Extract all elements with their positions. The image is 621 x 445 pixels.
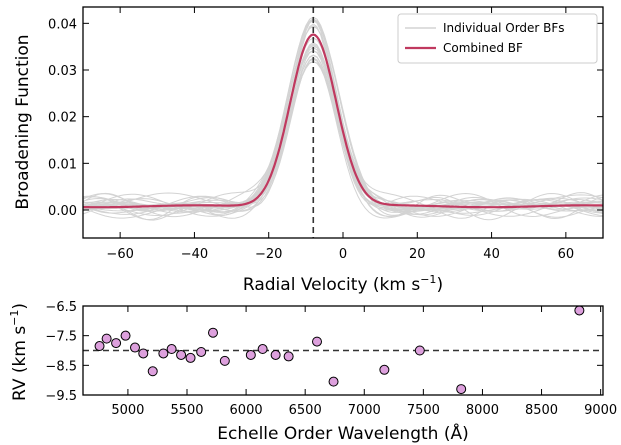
combined-bf-line xyxy=(83,33,604,209)
rv-point xyxy=(138,348,149,359)
y-tick-label: −8.5 xyxy=(45,359,77,374)
rv-point xyxy=(166,344,177,355)
x-tick-label: −20 xyxy=(255,247,282,262)
x-tick-label: 6000 xyxy=(230,403,263,418)
rv-scatter-panel: 5000 5500 6000 6500 7000 7500 8000 8500 9000 −9.… xyxy=(8,300,617,444)
y-tick-label: 0.03 xyxy=(48,64,77,79)
individual-order-lines xyxy=(82,16,604,221)
x-tick-label: 5500 xyxy=(170,403,203,418)
rv-point xyxy=(94,341,105,352)
x-tick-label: 60 xyxy=(558,247,575,262)
individual-order-bf-line xyxy=(82,54,604,221)
rv-point xyxy=(414,345,425,356)
y-tick-label: 0.02 xyxy=(48,111,77,126)
legend-label-individual: Individual Order BFs xyxy=(443,21,565,35)
rv-point xyxy=(283,351,294,362)
rv-point xyxy=(176,349,187,360)
x-tick-label: 40 xyxy=(483,247,500,262)
x-tick-label: −60 xyxy=(106,247,133,262)
rv-point xyxy=(196,346,207,357)
y-tick-label: 0.01 xyxy=(48,157,77,172)
broadening-function-panel: −60 −40 −20 0 20 40 60 0.00 0.01 0.02 0.03 0.04 In… xyxy=(13,6,604,295)
legend: Individual Order BFs Combined BF xyxy=(397,13,598,64)
legend-box xyxy=(397,13,598,64)
top-y-axis-title: Broadening Function xyxy=(13,34,33,209)
rv-point xyxy=(312,336,322,347)
rv-point xyxy=(219,355,230,366)
top-x-axis-title-sup: −1 xyxy=(420,273,436,286)
rv-point xyxy=(456,384,467,395)
rv-point xyxy=(147,366,158,377)
top-x-axis-title-close: ) xyxy=(436,275,443,295)
top-x-axis-title-main: Radial Velocity (km s xyxy=(243,275,420,295)
rv-point xyxy=(208,327,218,338)
rv-point xyxy=(185,352,196,363)
x-tick-label: 8000 xyxy=(466,403,499,418)
rv-point xyxy=(328,376,339,387)
top-x-ticks: −60 −40 −20 0 20 40 60 xyxy=(106,7,574,262)
rv-point xyxy=(111,338,122,349)
rv-point xyxy=(270,349,281,360)
y-tick-label: −7.5 xyxy=(45,330,77,345)
bottom-y-ticks: −9.5 −8.5 −7.5 −6.5 xyxy=(45,300,603,404)
bottom-y-axis-title-close: ) xyxy=(10,303,30,310)
bottom-y-axis-title-sup: −1 xyxy=(8,310,21,326)
x-tick-label: 6500 xyxy=(289,403,322,418)
rv-point xyxy=(257,344,268,355)
rv-point xyxy=(158,348,169,359)
top-y-ticks: 0.00 0.01 0.02 0.03 0.04 xyxy=(48,17,603,219)
y-tick-label: −6.5 xyxy=(45,300,77,315)
rv-point xyxy=(101,333,112,344)
x-tick-label: 8500 xyxy=(525,403,558,418)
y-tick-label: −9.5 xyxy=(45,389,77,404)
rv-point xyxy=(120,330,131,341)
individual-order-bf-line xyxy=(82,45,604,221)
x-tick-label: 7000 xyxy=(348,403,381,418)
x-tick-label: 9000 xyxy=(584,403,617,418)
rv-points xyxy=(94,305,585,395)
y-tick-label: 0.00 xyxy=(48,204,77,219)
rv-point xyxy=(574,305,585,316)
x-tick-label: 20 xyxy=(409,247,426,262)
x-tick-label: 5000 xyxy=(111,403,144,418)
legend-label-combined: Combined BF xyxy=(443,41,523,55)
x-tick-label: −40 xyxy=(181,247,208,262)
bottom-y-axis-title: RV (km s−1) xyxy=(8,303,30,401)
y-tick-label: 0.04 xyxy=(48,17,77,32)
x-tick-label: 0 xyxy=(339,247,347,262)
bottom-x-axis-title: Echelle Order Wavelength (Å) xyxy=(217,422,469,444)
individual-order-bf-line xyxy=(82,50,604,218)
bottom-y-axis-title-main: RV (km s xyxy=(10,326,30,401)
top-x-axis-title: Radial Velocity (km s−1) xyxy=(243,273,443,295)
bottom-x-ticks: 5000 5500 6000 6500 7000 7500 8000 8500 9000 xyxy=(111,306,617,418)
rv-point xyxy=(130,342,140,353)
bottom-plot-frame xyxy=(82,305,604,396)
rv-point xyxy=(379,364,390,375)
rv-point xyxy=(245,349,256,360)
x-tick-label: 7500 xyxy=(407,403,440,418)
